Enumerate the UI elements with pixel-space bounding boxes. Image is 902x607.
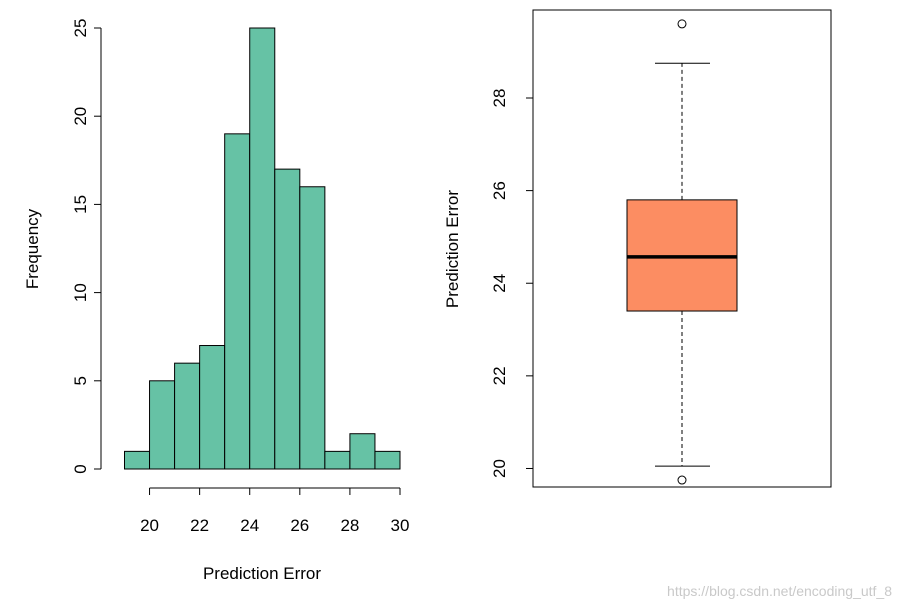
histogram-bar [149, 380, 176, 470]
histogram-x-label: Prediction Error [203, 564, 321, 583]
watermark: https://blog.csdn.net/encoding_utf_8 [667, 583, 892, 599]
histogram-y-tick-label: 25 [71, 19, 90, 38]
boxplot-y-tick-label: 22 [490, 366, 509, 385]
histogram-x-tick-label: 24 [240, 516, 259, 535]
boxplot-marks [626, 19, 738, 485]
histogram-bar [174, 362, 201, 470]
boxplot-frame [532, 9, 832, 488]
histogram-bar [249, 27, 276, 470]
histogram-y-tick-label: 10 [71, 283, 90, 302]
histogram-y-tick-label: 5 [71, 376, 90, 385]
boxplot-outlier [677, 19, 687, 29]
histogram-bar [374, 450, 401, 470]
boxplot-y-ticks: 20 22 24 26 28 [490, 89, 533, 478]
histogram-y-tick-label: 15 [71, 195, 90, 214]
histogram-y-tick-label: 20 [71, 107, 90, 126]
histogram-bar [324, 450, 351, 470]
boxplot-y-tick-label: 24 [490, 274, 509, 293]
histogram-bar [299, 186, 326, 470]
histogram-y-label: Frequency [23, 208, 42, 289]
histogram-x-tick-label: 22 [190, 516, 209, 535]
boxplot-y-label: Prediction Error [443, 190, 462, 308]
boxplot-y-tick-label: 20 [490, 459, 509, 478]
histogram-y-tick-label: 0 [71, 464, 90, 473]
histogram-x-tick-label: 20 [140, 516, 159, 535]
boxplot-outlier [677, 475, 687, 485]
histogram-bar [274, 168, 301, 470]
boxplot-y-tick-label: 26 [490, 181, 509, 200]
boxplot-panel: 20 22 24 26 28 Prediction Error [443, 9, 832, 488]
histogram-panel: 0 5 10 15 20 25 20 22 24 26 28 30 Prediction Error… [23, 19, 409, 583]
boxplot-y-tick-label: 28 [490, 89, 509, 108]
histogram-y-ticks: 0 5 10 15 20 25 [71, 19, 101, 474]
histogram-bar [124, 450, 151, 470]
histogram-x-tick-label: 28 [340, 516, 359, 535]
histogram-bars [124, 27, 401, 470]
histogram-x-ticks: 20 22 24 26 28 30 [140, 488, 409, 535]
histogram-x-tick-label: 26 [290, 516, 309, 535]
histogram-x-tick-label: 30 [391, 516, 410, 535]
histogram-bar [224, 133, 251, 470]
histogram-bar [199, 345, 226, 470]
histogram-bar [349, 433, 376, 470]
